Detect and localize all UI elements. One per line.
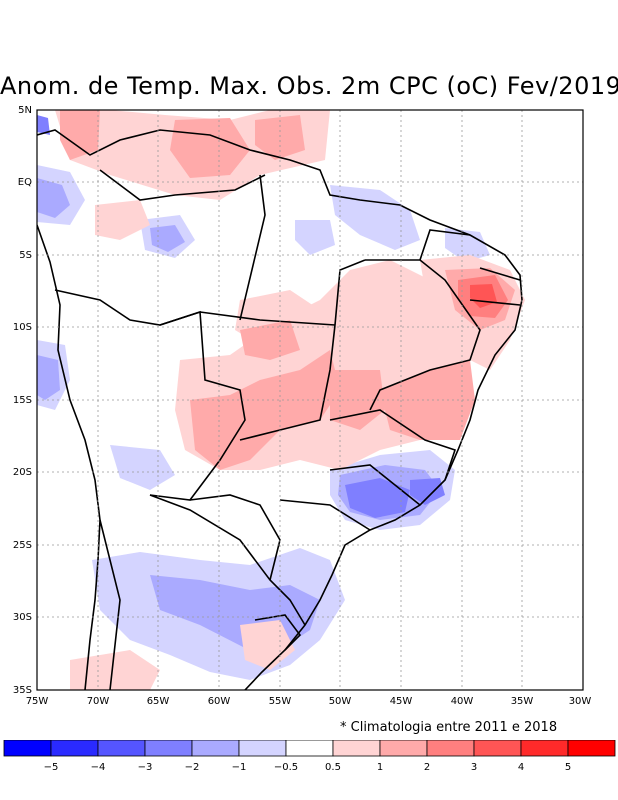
pos-anomaly-venezuela-core bbox=[60, 110, 100, 160]
border-bahia bbox=[365, 259, 481, 411]
color-legend: −5 −4 −3 −2 −1 −0.5 0.5 1 2 3 4 5 bbox=[3, 740, 616, 773]
border-chile bbox=[99, 519, 121, 690]
pos-anomaly-mato-grosso bbox=[190, 350, 340, 470]
neg-anomaly-paraguay bbox=[110, 445, 175, 490]
legend-swatch bbox=[332, 740, 381, 757]
legend-label: −1 bbox=[232, 762, 247, 773]
legend-label: 1 bbox=[377, 762, 383, 773]
lon-tick: 55W bbox=[269, 696, 292, 707]
legend-label: 3 bbox=[471, 762, 477, 773]
legend-swatch bbox=[97, 740, 146, 757]
legend-swatch bbox=[144, 740, 193, 757]
legend-label: −5 bbox=[44, 762, 59, 773]
legend-label: −2 bbox=[185, 762, 200, 773]
legend-swatch bbox=[285, 740, 334, 757]
legend-swatch bbox=[473, 740, 522, 757]
border-brazil-north bbox=[99, 169, 266, 201]
border-minas bbox=[329, 409, 457, 481]
legend-swatches bbox=[3, 740, 616, 757]
lon-tick: 35W bbox=[511, 696, 534, 707]
lat-tick: 15S bbox=[13, 395, 32, 406]
anomaly-shading bbox=[37, 110, 525, 690]
neg-anomaly-sao-paulo-core bbox=[345, 478, 410, 518]
neg-anomaly-peru-core bbox=[37, 355, 60, 400]
border-argentina bbox=[149, 494, 306, 626]
lon-axis: 75W 70W 65W 60W 55W 50W 45W 40W 35W 30W bbox=[26, 696, 592, 707]
lon-tick: 40W bbox=[451, 696, 474, 707]
legend-swatch bbox=[191, 740, 240, 757]
neg-anomaly-northwest-core bbox=[37, 115, 50, 135]
legend-label: 2 bbox=[424, 762, 430, 773]
pos-anomaly-argentina-south bbox=[70, 650, 160, 690]
neg-anomaly-ne-coast bbox=[445, 228, 490, 262]
border-ne-states bbox=[419, 229, 521, 306]
lon-tick: 70W bbox=[87, 696, 110, 707]
lon-tick: 75W bbox=[26, 696, 49, 707]
neg-anomaly-acre-core bbox=[150, 225, 185, 252]
lat-tick: 20S bbox=[13, 467, 32, 478]
border-parana bbox=[279, 499, 371, 531]
neg-anomaly-rio-core bbox=[410, 478, 445, 505]
neg-anomaly-para-center bbox=[295, 220, 335, 255]
legend-label: 5 bbox=[565, 762, 571, 773]
lon-tick: 50W bbox=[329, 696, 352, 707]
border-sao-paulo bbox=[329, 464, 421, 506]
lat-tick: 5S bbox=[19, 250, 32, 261]
legend-label: −0.5 bbox=[274, 762, 298, 773]
lon-tick: 60W bbox=[208, 696, 231, 707]
legend-swatch bbox=[50, 740, 99, 757]
map-gridlines bbox=[37, 110, 583, 690]
border-amazon-states bbox=[239, 174, 266, 321]
map-title: Anom. de Temp. Max. Obs. 2m CPC (oC) Fev… bbox=[0, 72, 618, 100]
pos-anomaly-south-tip bbox=[240, 620, 295, 670]
map-frame bbox=[36, 109, 584, 691]
legend-swatch bbox=[238, 740, 287, 757]
lat-tick: 10S bbox=[13, 322, 32, 333]
lat-tick: 35S bbox=[13, 685, 32, 696]
lon-tick: 45W bbox=[390, 696, 413, 707]
neg-anomaly-amazon-west bbox=[37, 178, 70, 218]
legend-swatch bbox=[520, 740, 569, 757]
legend-swatch bbox=[379, 740, 428, 757]
neg-anomaly-north-coast bbox=[330, 185, 420, 250]
lat-axis: 5N EQ 5S 10S 15S 20S 25S 30S 35S bbox=[13, 105, 32, 696]
legend-label: 4 bbox=[518, 762, 524, 773]
border-paraguay bbox=[189, 494, 281, 581]
legend-label: −3 bbox=[138, 762, 153, 773]
lon-tick: 65W bbox=[147, 696, 170, 707]
legend-labels: −5 −4 −3 −2 −1 −0.5 0.5 1 2 3 4 5 bbox=[44, 762, 572, 773]
pacific-coast bbox=[37, 224, 101, 690]
border-bolivia bbox=[149, 310, 246, 501]
lat-tick: 25S bbox=[13, 540, 32, 551]
legend-label: 0.5 bbox=[325, 762, 341, 773]
legend-swatch bbox=[3, 740, 52, 757]
legend-swatch bbox=[426, 740, 475, 757]
climatology-note: * Climatologia entre 2011 e 2018 bbox=[340, 720, 558, 735]
border-para-mato bbox=[199, 311, 336, 326]
lat-tick: EQ bbox=[18, 177, 32, 188]
pos-anomaly-amapa-core bbox=[255, 115, 305, 160]
border-goias bbox=[239, 324, 336, 441]
legend-label: −4 bbox=[91, 762, 106, 773]
border-uruguay bbox=[254, 614, 302, 651]
lon-tick: 30W bbox=[569, 696, 592, 707]
legend-swatch bbox=[567, 740, 616, 757]
lat-tick: 30S bbox=[13, 612, 32, 623]
lat-tick: 5N bbox=[18, 105, 32, 116]
pos-anomaly-west-amazon bbox=[95, 200, 150, 240]
pos-anomaly-rondonia-core bbox=[240, 320, 300, 360]
